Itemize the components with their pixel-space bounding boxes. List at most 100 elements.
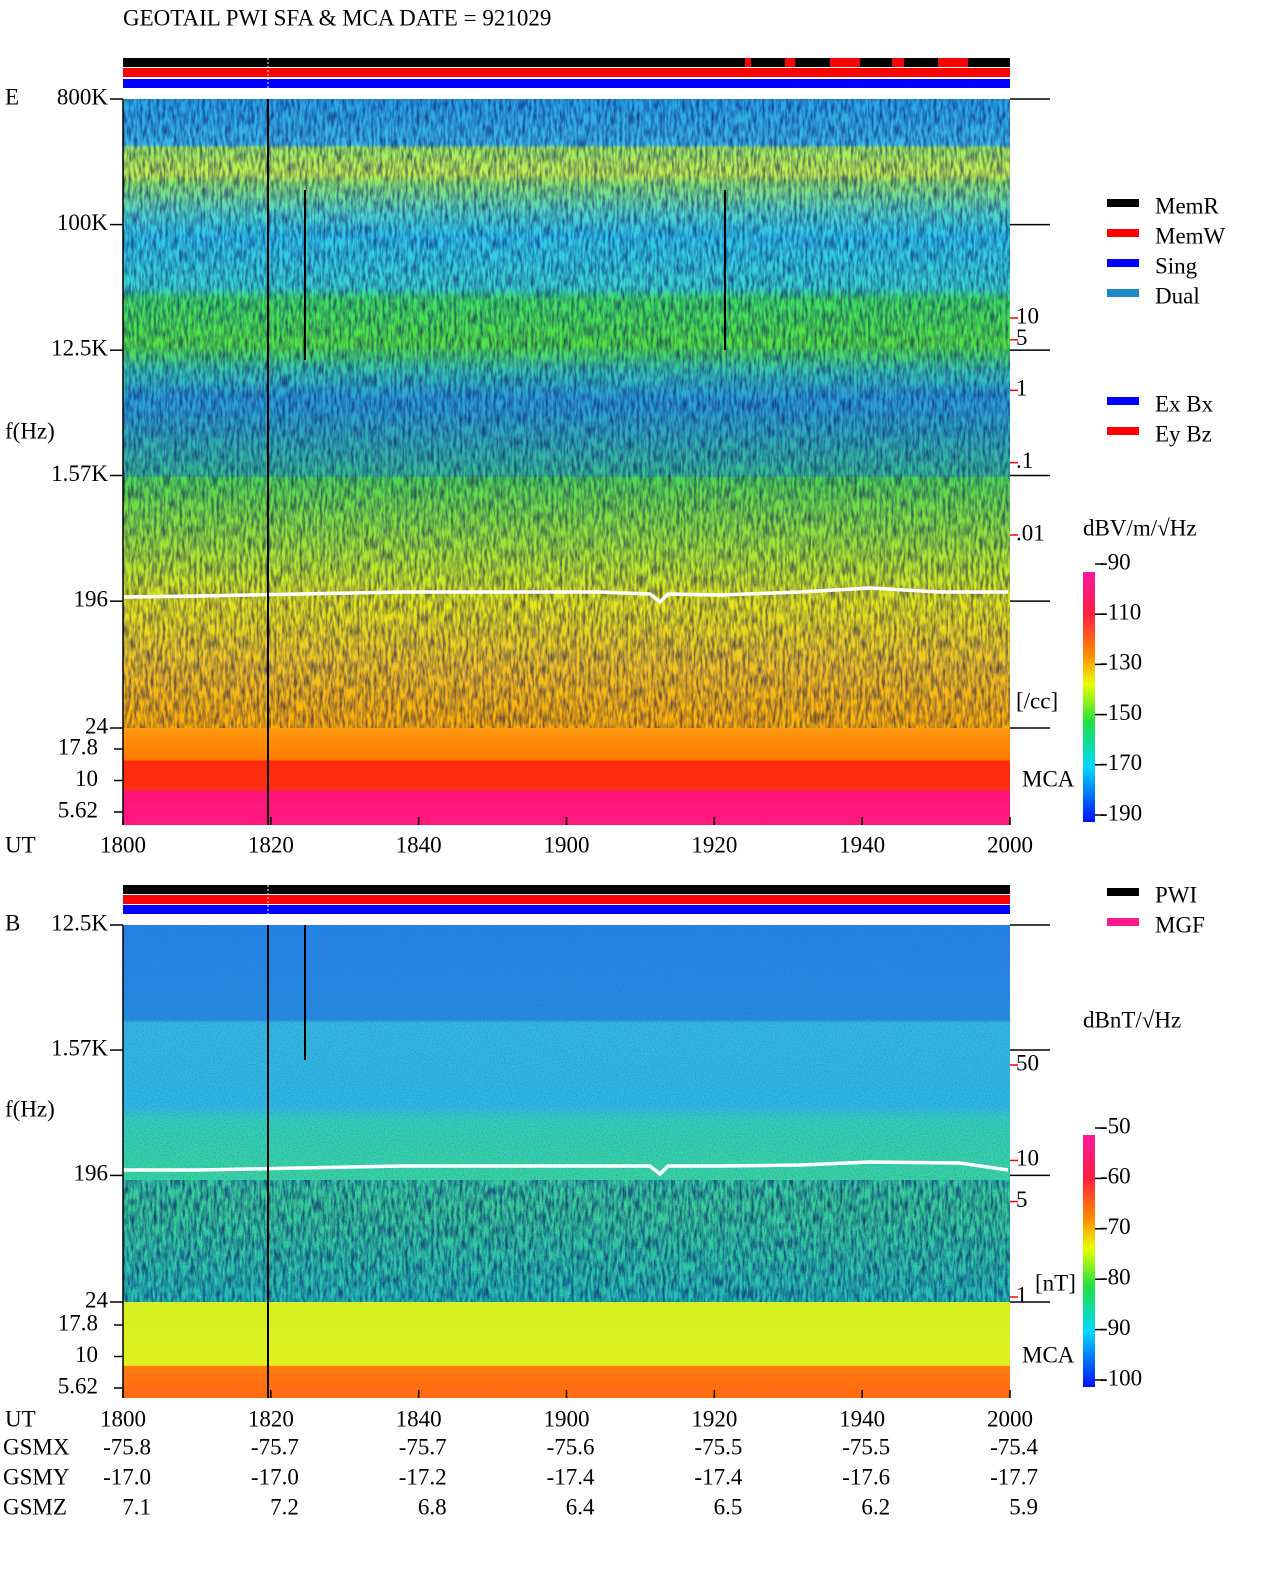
legend-swatch: [1107, 259, 1139, 267]
x-tick-label: 1920: [691, 1406, 737, 1431]
colorbar-tick-label: -90: [1100, 549, 1131, 574]
chart-title: GEOTAIL PWI SFA & MCA DATE = 921029: [123, 5, 551, 30]
x-tick-label: 1840: [396, 1406, 442, 1431]
density-tick-label: .01: [1016, 520, 1045, 545]
status-bar: [123, 79, 1010, 88]
x-tick-label: 1800: [100, 1406, 146, 1431]
x-axis-label: UT: [5, 1406, 36, 1431]
x-tick-label: 1900: [544, 832, 590, 857]
mca-tick-label: 17.8: [58, 734, 98, 759]
status-mark: [785, 58, 795, 67]
colorbar: [1083, 1135, 1095, 1387]
legend-label: Ex Bx: [1155, 391, 1214, 416]
density-tick-label: 10: [1016, 303, 1039, 328]
status-bar: [123, 885, 1010, 894]
mca-tick-label: 5.62: [58, 1373, 98, 1398]
legend-swatch: [1107, 289, 1139, 297]
colorbar-tick-label: -170: [1100, 750, 1142, 775]
y-tick-label: 1.57K: [51, 461, 108, 486]
y-tick-label: 12.5K: [51, 910, 108, 935]
spectrogram-noise: [123, 1180, 1010, 1302]
density-tick-label: 50: [1016, 1050, 1039, 1075]
x-tick-label: 1800: [100, 832, 146, 857]
legend-swatch: [1107, 199, 1139, 207]
density-unit: [nT]: [1035, 1270, 1076, 1295]
x-tick-label: 2000: [987, 1406, 1033, 1431]
orbit-value: -75.5: [694, 1434, 742, 1459]
x-tick-label: 1820: [248, 832, 294, 857]
status-bar: [123, 58, 1010, 67]
legend-label: PWI: [1155, 882, 1197, 907]
status-bar: [123, 68, 1010, 77]
x-tick-label: 1900: [544, 1406, 590, 1431]
panel-label: B: [5, 910, 20, 935]
legend-label: Dual: [1155, 283, 1200, 308]
density-tick-label: 1: [1016, 376, 1028, 401]
y-tick-label: 800K: [57, 84, 109, 109]
colorbar-tick-label: -90: [1100, 1315, 1131, 1340]
y-tick-label: 100K: [57, 210, 109, 235]
legend-label: MGF: [1155, 912, 1205, 937]
mca-tick-label: 5.62: [58, 797, 98, 822]
y-tick-label: 196: [74, 1161, 109, 1186]
orbit-label: GSMX: [3, 1434, 70, 1459]
x-tick-label: 1840: [396, 832, 442, 857]
orbit-value: -17.4: [547, 1464, 595, 1489]
orbit-value: -17.2: [399, 1464, 447, 1489]
spectrogram-b: [123, 885, 1010, 1398]
colorbar-tick-label: -150: [1100, 700, 1142, 725]
y-tick-label: 1.57K: [51, 1035, 108, 1060]
legend-swatch: [1107, 397, 1139, 405]
spectrogram-noise: [123, 99, 1010, 728]
y-tick-label: 24: [85, 1287, 109, 1312]
orbit-value: -75.6: [547, 1434, 595, 1459]
legend-label: Ey Bz: [1155, 421, 1212, 446]
orbit-value: 5.9: [1009, 1494, 1038, 1519]
legend-label: MemR: [1155, 193, 1220, 218]
density-unit: [/cc]: [1016, 688, 1058, 713]
orbit-value: -75.4: [990, 1434, 1038, 1459]
x-tick-label: 1940: [839, 1406, 885, 1431]
colorbar-tick-label: -130: [1100, 650, 1142, 675]
x-tick-label: 2000: [987, 832, 1033, 857]
y-axis-label: f(Hz): [5, 1096, 55, 1121]
x-axis-label: UT: [5, 832, 36, 857]
mca-band: [123, 1302, 1010, 1398]
mca-label: MCA: [1022, 766, 1075, 791]
mca-label: MCA: [1022, 1342, 1075, 1367]
colorbar-tick-label: -110: [1100, 599, 1141, 624]
density-tick-label: 1: [1016, 1282, 1028, 1307]
status-bar: [123, 905, 1010, 914]
status-mark: [938, 58, 968, 67]
density-tick-label: 5: [1016, 1187, 1028, 1212]
density-tick-label: 5: [1016, 325, 1028, 350]
colorbar-tick-label: -60: [1100, 1164, 1131, 1189]
plasma-line: [122, 586, 1008, 605]
y-axis-label: f(Hz): [5, 418, 55, 443]
y-tick-label: 196: [74, 586, 109, 611]
panel-label: E: [5, 84, 19, 109]
mca-tick-label: 17.8: [58, 1310, 98, 1335]
legend-label: Sing: [1155, 253, 1198, 278]
orbit-value: 6.8: [418, 1494, 447, 1519]
y-tick-label: 24: [85, 713, 109, 738]
orbit-value: -75.5: [842, 1434, 890, 1459]
status-mark: [892, 58, 904, 67]
status-bar: [123, 895, 1010, 904]
status-mark: [830, 58, 860, 67]
orbit-value: 6.2: [861, 1494, 890, 1519]
orbit-value: -17.0: [103, 1464, 151, 1489]
x-tick-label: 1940: [839, 832, 885, 857]
orbit-value: 6.5: [714, 1494, 743, 1519]
orbit-label: GSMZ: [3, 1494, 67, 1519]
y-tick-label: 12.5K: [51, 335, 108, 360]
orbit-label: GSMY: [3, 1464, 70, 1489]
x-tick-label: 1920: [691, 832, 737, 857]
legend-swatch: [1107, 229, 1139, 237]
spectrogram-e: [122, 58, 1010, 825]
density-tick-label: .1: [1016, 448, 1033, 473]
colorbar-tick-label: -80: [1100, 1264, 1131, 1289]
orbit-value: -75.8: [103, 1434, 151, 1459]
